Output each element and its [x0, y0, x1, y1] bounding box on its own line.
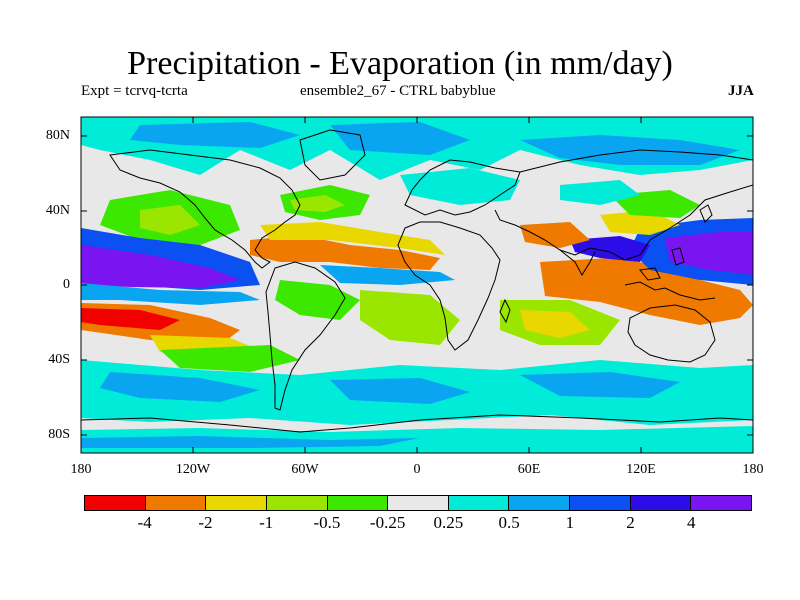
atl-orange: [250, 235, 440, 270]
coast-antarctica: [81, 414, 753, 433]
nasia-cyan: [560, 180, 640, 205]
lon-label-60e: 60E: [517, 462, 541, 477]
coast-india: [559, 249, 596, 277]
lon-ticks-top: [192, 117, 642, 123]
lat-label-40s: 40S: [48, 352, 70, 367]
coast-madagascar: [499, 298, 511, 324]
colorbar-swatch: [509, 496, 571, 510]
colorbar-swatch: [570, 496, 631, 510]
colorbar-swatch: [206, 496, 267, 510]
ensemble-label: ensemble2_67 - CTRL babyblue: [300, 83, 496, 99]
arabia-orange: [520, 222, 590, 248]
coastlines: [81, 129, 753, 433]
spac-red: [81, 308, 180, 330]
coast-australia: [627, 304, 716, 363]
colorbar-label: 0.25: [433, 513, 464, 532]
coast-maritime: [624, 247, 716, 301]
colorbar-label: -2: [198, 513, 213, 532]
amazon-green: [275, 280, 360, 320]
neur-cyan: [400, 168, 520, 205]
so-blue-2: [330, 378, 470, 404]
colorbar-swatch: [388, 496, 449, 510]
so-blue-3: [520, 372, 680, 398]
colorbar-swatch: [448, 496, 510, 510]
lon-label-60w: 60W: [291, 462, 319, 477]
colorbar-label: 0.5: [498, 513, 520, 532]
arctic-blue-2: [330, 122, 470, 155]
lat-ticks-right: [747, 135, 753, 436]
epac-purple: [81, 245, 240, 288]
colorbar-label: -0.25: [369, 513, 406, 532]
coast-japan: [699, 204, 713, 223]
arctic-blue: [130, 122, 300, 148]
colorbar-swatch: [145, 496, 207, 510]
lon-label-120w: 120W: [175, 462, 211, 477]
asia-purple: [570, 236, 650, 262]
antarctic-blue: [81, 436, 420, 448]
lon-label-120e: 120E: [626, 462, 656, 477]
colorbar-label: -1: [259, 513, 274, 532]
npac-yellow: [140, 205, 200, 235]
lat-label-40n: 40N: [45, 203, 70, 218]
coast-south-america: [265, 261, 346, 411]
colorbar-label: 1: [565, 513, 575, 532]
lat-ticks-left: [81, 135, 87, 436]
axis-ticks: [80, 117, 754, 453]
colorbar-label: 2: [626, 513, 635, 532]
colorbar-swatch: [327, 496, 389, 510]
colorbar-swatch: [691, 496, 752, 510]
wpac-purple: [665, 232, 753, 275]
plot-title: Precipitation - Evaporation (in mm/day): [127, 45, 673, 82]
lon-label-0: 0: [413, 462, 421, 477]
lat-label-80s: 80S: [48, 427, 70, 442]
natl-yellow: [290, 195, 345, 212]
epac-cyan-south: [81, 283, 260, 305]
coast-greenland: [299, 129, 366, 181]
colorbar-swatch: [630, 496, 692, 510]
colorbar: [84, 495, 752, 511]
coast-europe: [404, 159, 521, 216]
lon-ticks-bottom: [80, 447, 754, 453]
arctic-blue-3: [520, 135, 740, 165]
colorbar-label: 4: [687, 513, 696, 532]
experiment-label: Expt = tcrvq-tcrta: [81, 83, 188, 99]
lat-label-0: 0: [63, 277, 70, 292]
lon-label-180w: 180: [70, 462, 92, 477]
colorbar-swatch: [85, 496, 146, 510]
spac-green: [160, 345, 300, 372]
colorbar-label: -0.5: [313, 513, 341, 532]
sind-yellow: [520, 310, 590, 338]
colorbar-swatch: [266, 496, 328, 510]
colorbar-label: -4: [137, 513, 152, 532]
coast-north-america: [109, 149, 301, 269]
season-label: JJA: [728, 83, 754, 99]
satl-green: [360, 290, 460, 345]
atl-itcz-blue: [320, 265, 455, 285]
lon-label-180e: 180: [742, 462, 764, 477]
coast-asia: [494, 149, 753, 261]
coast-africa: [397, 221, 501, 351]
lat-label-80n: 80N: [45, 128, 70, 143]
precip-field: [81, 117, 753, 453]
asia-green: [610, 190, 700, 218]
so-blue-1: [100, 372, 260, 402]
io-orange: [540, 258, 753, 325]
